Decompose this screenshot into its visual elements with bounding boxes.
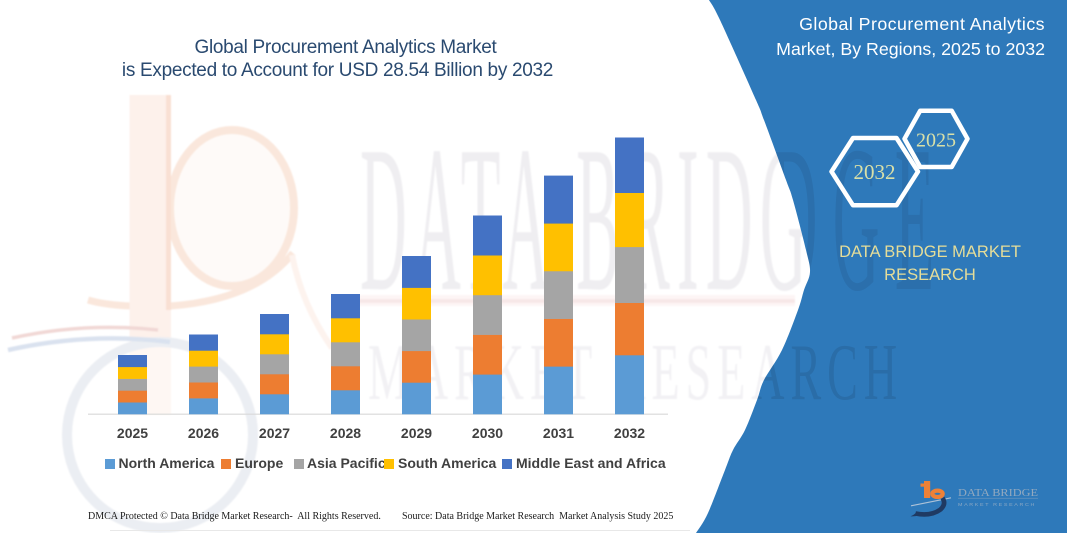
svg-text:MARKET RESEARCH: MARKET RESEARCH — [958, 502, 1036, 507]
svg-text:2032: 2032 — [854, 160, 896, 184]
svg-text:2025: 2025 — [916, 130, 956, 152]
svg-text:DATA BRIDGE: DATA BRIDGE — [958, 487, 1038, 499]
